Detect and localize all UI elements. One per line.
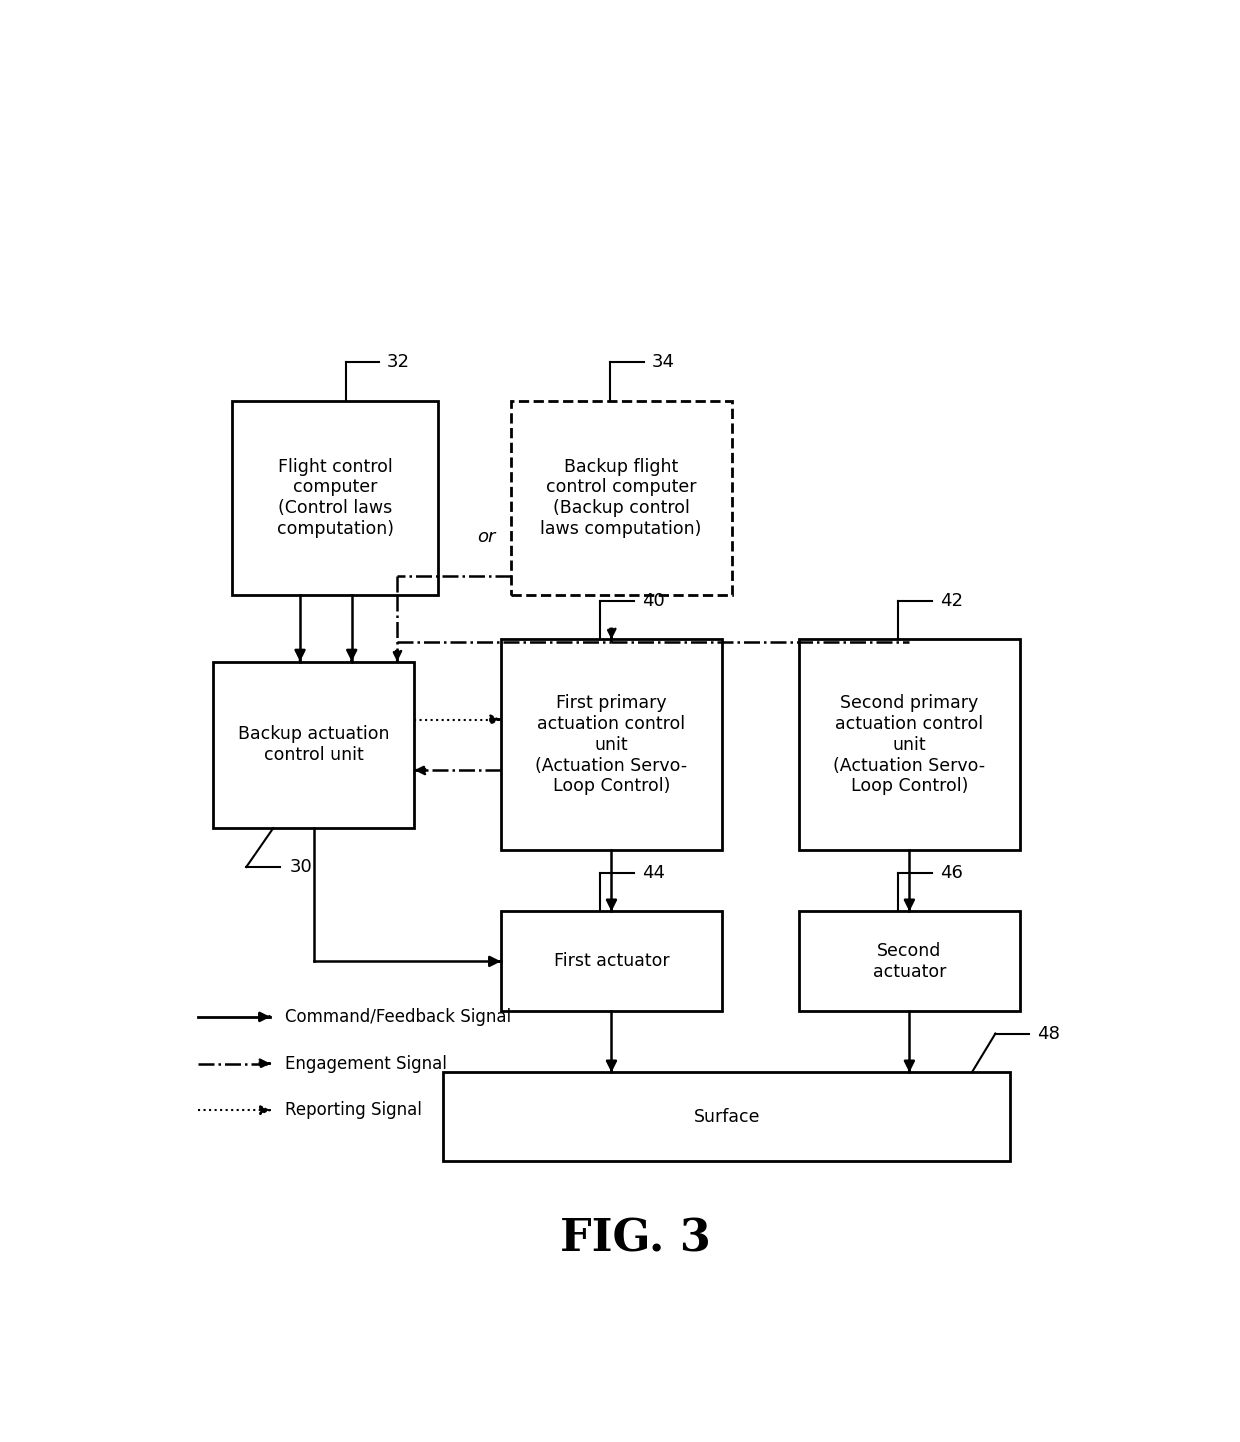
Bar — [799, 639, 1019, 851]
Bar — [232, 401, 439, 596]
Text: FIG. 3: FIG. 3 — [560, 1217, 711, 1260]
Text: Command/Feedback Signal: Command/Feedback Signal — [285, 1008, 511, 1025]
Text: Engagement Signal: Engagement Signal — [285, 1054, 446, 1073]
Text: Surface: Surface — [693, 1107, 760, 1126]
Text: 44: 44 — [642, 864, 665, 881]
Bar — [799, 911, 1019, 1011]
Text: 30: 30 — [290, 858, 312, 875]
Text: Reporting Signal: Reporting Signal — [285, 1102, 422, 1119]
Text: or: or — [477, 528, 496, 545]
Text: 40: 40 — [642, 591, 665, 610]
Bar — [501, 911, 722, 1011]
Text: 48: 48 — [1037, 1025, 1060, 1043]
Text: 32: 32 — [387, 353, 410, 371]
Bar — [213, 662, 414, 828]
Text: Flight control
computer
(Control laws
computation): Flight control computer (Control laws co… — [277, 457, 393, 538]
Text: First primary
actuation control
unit
(Actuation Servo-
Loop Control): First primary actuation control unit (Ac… — [536, 694, 687, 796]
Text: Second
actuator: Second actuator — [873, 942, 946, 981]
Bar — [501, 639, 722, 851]
Text: 42: 42 — [940, 591, 962, 610]
Text: First actuator: First actuator — [554, 952, 670, 970]
Bar — [444, 1073, 1011, 1161]
Text: 46: 46 — [940, 864, 962, 881]
Text: Backup actuation
control unit: Backup actuation control unit — [238, 725, 389, 764]
Text: 34: 34 — [651, 353, 675, 371]
Bar — [511, 401, 732, 596]
Text: Second primary
actuation control
unit
(Actuation Servo-
Loop Control): Second primary actuation control unit (A… — [833, 694, 986, 796]
Text: Backup flight
control computer
(Backup control
laws computation): Backup flight control computer (Backup c… — [541, 457, 702, 538]
